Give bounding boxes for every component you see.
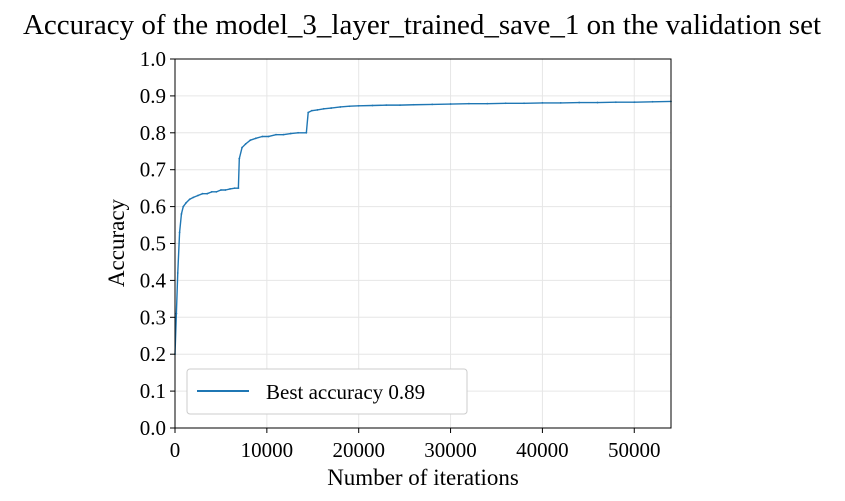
series-point bbox=[244, 142, 247, 145]
legend-series-label: Best accuracy 0.89 bbox=[266, 380, 425, 404]
series-point bbox=[238, 157, 241, 160]
y-axis-ticks: 0.0 0.1 0.2 0.3 0.4 0.5 0.6 0.7 0.8 0.9 1.0 bbox=[140, 47, 175, 440]
series-point bbox=[282, 133, 285, 136]
x-axis-label: Number of iterations bbox=[327, 465, 519, 490]
legend-box bbox=[186, 368, 468, 415]
series-point bbox=[651, 100, 654, 103]
y-tick-label: 0.7 bbox=[140, 158, 166, 182]
series-point bbox=[297, 131, 299, 134]
series-point bbox=[614, 101, 617, 104]
x-tick-label: 20000 bbox=[332, 438, 385, 462]
series-point bbox=[412, 103, 415, 106]
series-point bbox=[596, 101, 599, 104]
series-point bbox=[215, 190, 218, 193]
series-point bbox=[633, 101, 636, 104]
series-point bbox=[322, 107, 325, 110]
y-tick-label: 0.0 bbox=[140, 416, 166, 440]
series-point bbox=[224, 189, 227, 191]
series-point bbox=[233, 187, 236, 190]
series-point bbox=[523, 102, 525, 105]
y-tick-label: 0.4 bbox=[140, 268, 167, 292]
series-point bbox=[206, 192, 209, 195]
series-point bbox=[559, 102, 562, 104]
y-tick-label: 1.0 bbox=[140, 47, 166, 71]
legend: Best accuracy 0.89 bbox=[186, 368, 468, 415]
series-point bbox=[178, 231, 181, 234]
series-line bbox=[174, 100, 672, 355]
series-point bbox=[267, 135, 270, 138]
series-point bbox=[188, 198, 191, 201]
x-tick-label: 40000 bbox=[516, 438, 569, 462]
x-tick-label: 0 bbox=[170, 438, 181, 462]
series-point bbox=[249, 139, 252, 142]
series-point bbox=[201, 192, 204, 195]
series-point bbox=[307, 111, 310, 114]
x-tick-label: 50000 bbox=[608, 438, 661, 462]
series-point bbox=[197, 194, 199, 197]
series-point bbox=[385, 104, 388, 107]
series-point bbox=[504, 102, 507, 105]
series-point bbox=[175, 312, 178, 315]
series-point bbox=[399, 104, 401, 107]
series-point bbox=[275, 133, 277, 136]
series-point bbox=[185, 202, 187, 204]
series-point bbox=[261, 135, 264, 138]
series-point bbox=[541, 102, 544, 104]
series-point bbox=[192, 196, 195, 199]
series-point bbox=[486, 102, 489, 105]
series-point bbox=[254, 137, 257, 140]
series-point bbox=[316, 109, 319, 111]
series-point bbox=[348, 105, 351, 108]
series-point bbox=[431, 103, 434, 106]
y-tick-label: 0.9 bbox=[140, 84, 166, 108]
x-axis-ticks: 0 10000 20000 30000 40000 50000 bbox=[170, 428, 661, 462]
series-point bbox=[339, 106, 342, 108]
y-tick-label: 0.8 bbox=[140, 121, 166, 145]
series-point bbox=[237, 187, 240, 190]
x-tick-label: 30000 bbox=[424, 438, 477, 462]
x-tick-label: 10000 bbox=[241, 438, 294, 462]
series-point bbox=[449, 103, 452, 105]
series-point bbox=[468, 102, 470, 105]
series-point bbox=[289, 132, 292, 135]
series-point bbox=[241, 146, 243, 149]
chart-title: Accuracy of the model_3_layer_trained_sa… bbox=[23, 9, 821, 41]
y-tick-label: 0.6 bbox=[140, 195, 166, 219]
series-point bbox=[182, 205, 185, 208]
series-point bbox=[578, 101, 581, 104]
y-tick-label: 0.3 bbox=[140, 305, 166, 329]
series-layer bbox=[174, 100, 672, 356]
y-tick-label: 0.2 bbox=[140, 342, 166, 366]
y-tick-label: 0.5 bbox=[140, 232, 166, 256]
series-point bbox=[210, 190, 213, 193]
series-point bbox=[330, 107, 333, 109]
series-point bbox=[305, 131, 308, 134]
series-point bbox=[229, 187, 232, 190]
y-axis-label: Accuracy bbox=[104, 198, 129, 287]
series-point bbox=[180, 213, 183, 215]
series-point bbox=[220, 189, 222, 191]
series-point bbox=[310, 109, 313, 112]
series-point bbox=[176, 272, 179, 274]
y-tick-label: 0.1 bbox=[140, 379, 166, 403]
series-point bbox=[357, 104, 360, 107]
series-point bbox=[371, 104, 374, 107]
